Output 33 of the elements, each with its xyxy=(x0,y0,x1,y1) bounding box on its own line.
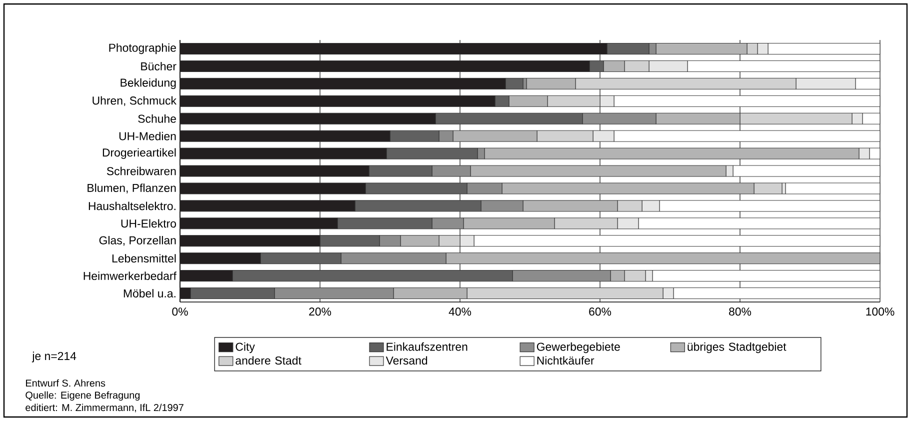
y-tick-label: Bücher xyxy=(141,62,176,70)
y-tick-label: Blumen, Pflanzen xyxy=(88,184,176,194)
x-tick-label: 60% xyxy=(589,308,612,316)
legend-label: City xyxy=(236,342,255,354)
x-tick-label: 0% xyxy=(172,308,188,316)
y-tick-label: Schreibwaren xyxy=(106,166,176,176)
y-tick-label: Bekleidung xyxy=(120,78,176,90)
text: Entwurf S. Ahrens xyxy=(26,379,106,387)
y-tick-label: Möbel u.a. xyxy=(124,289,176,298)
y-tick-label: Haushaltselektro. xyxy=(88,202,176,210)
legend-label: Versand xyxy=(386,356,428,365)
y-tick-label: Schuhe xyxy=(138,114,176,123)
y-tick-label: UH-Medien xyxy=(119,132,176,140)
text: je n=214 xyxy=(32,352,76,362)
legend-label: übriges Stadtgebiet xyxy=(688,342,786,354)
y-tick-label: Drogerieartikel xyxy=(102,148,176,159)
y-tick-label: Photographie xyxy=(109,43,176,54)
x-tick-label: 80% xyxy=(729,308,752,316)
source-note: Quelle: Eigene Befragung xyxy=(26,391,140,401)
x-tick-label: 100% xyxy=(866,308,894,316)
x-tick-label: 20% xyxy=(309,308,332,316)
y-tick-label: Lebensmittel xyxy=(112,254,176,263)
y-tick-label: Glas, Porzellan xyxy=(99,236,176,246)
x-tick-label: 40% xyxy=(448,308,472,316)
legend-label: Einkaufszentren xyxy=(386,342,468,351)
legend-label: Nichtkäufer xyxy=(537,356,594,365)
y-tick-label: Heimwerkerbedarf xyxy=(84,272,176,280)
y-tick-label: UH-Elektro xyxy=(121,219,176,228)
y-tick-label: Uhren, Schmuck xyxy=(92,96,176,106)
legend-label: Gewerbegebiete xyxy=(536,342,620,354)
legend-label: andere Stadt xyxy=(236,356,302,365)
text: editiert: M. Zimmermann, IfL 2/1997 xyxy=(26,404,184,412)
bar xyxy=(785,182,880,194)
